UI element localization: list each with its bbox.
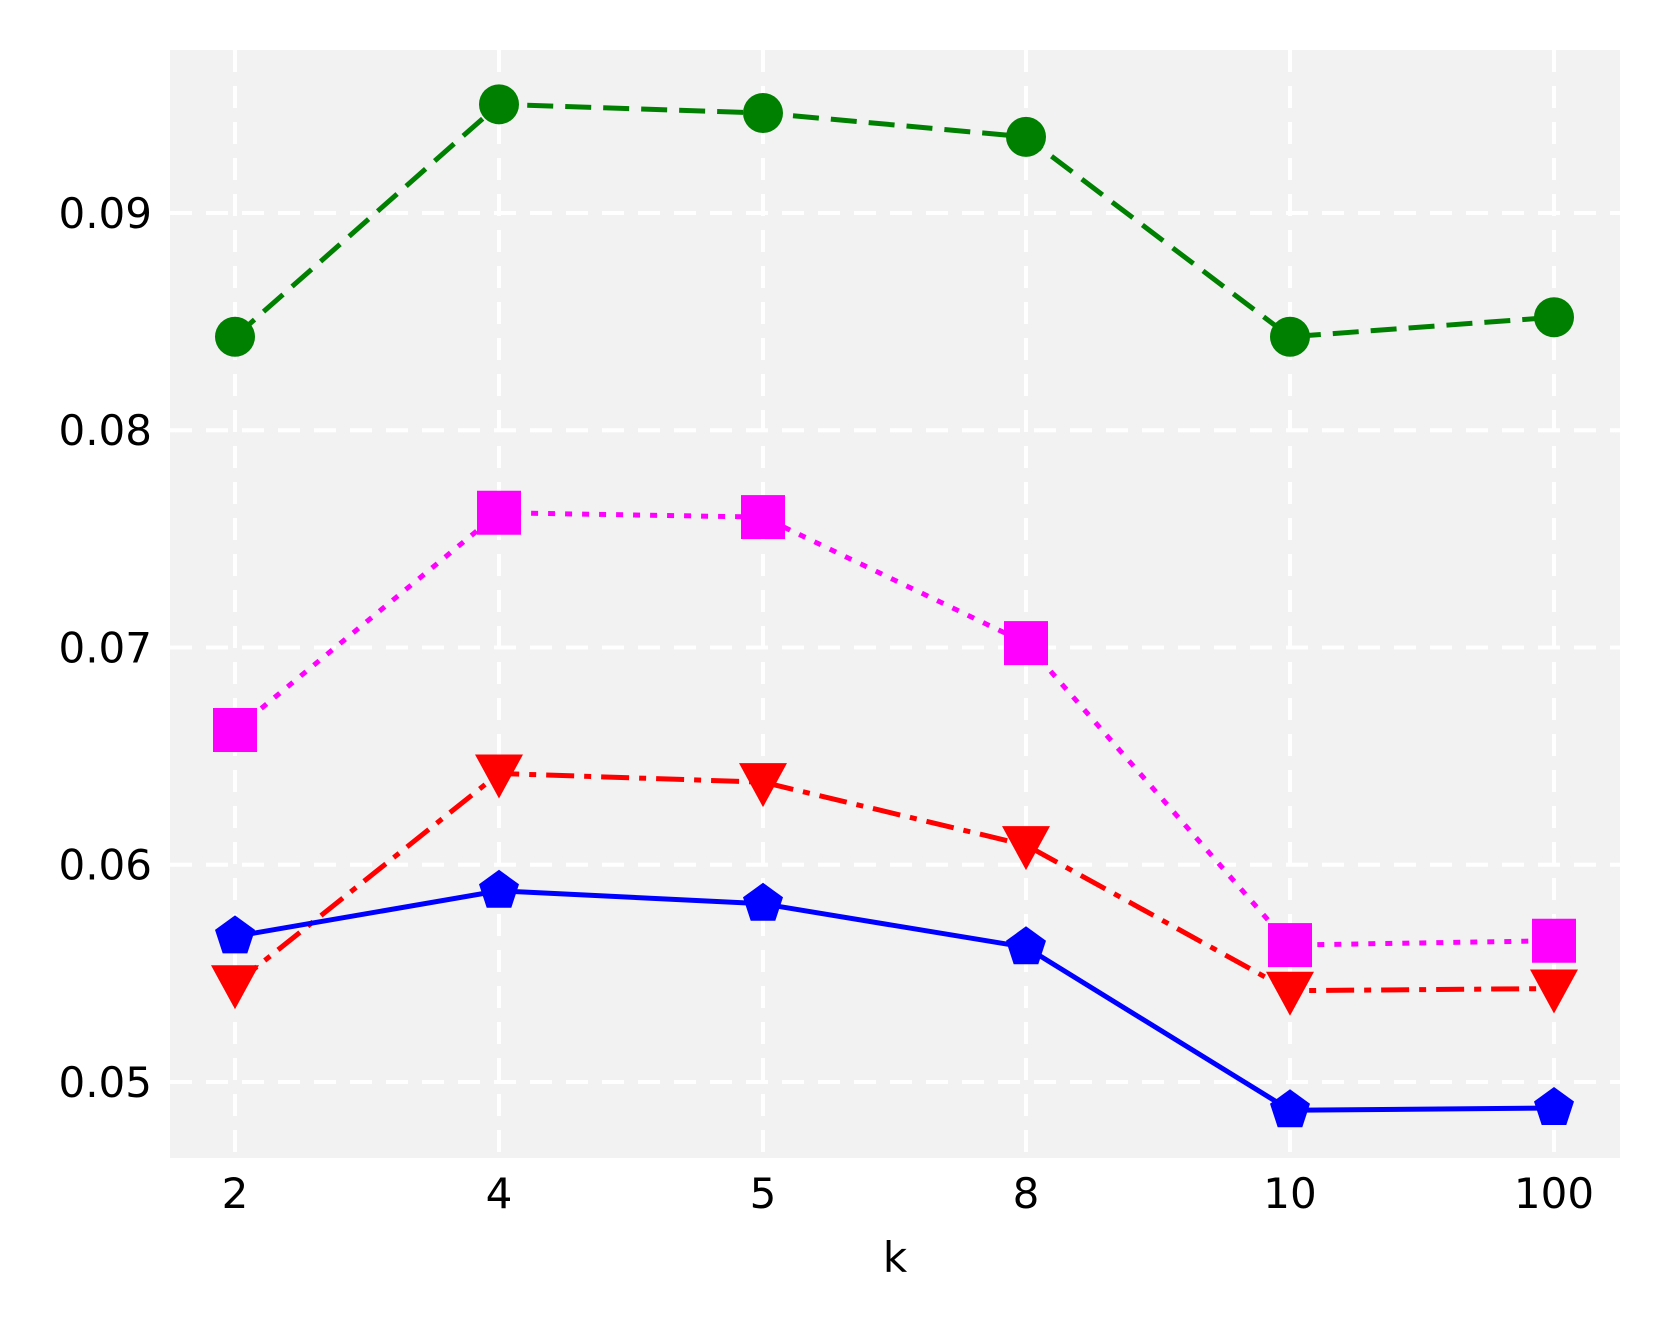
x-tick-label: 5 — [750, 1169, 777, 1218]
data-point — [215, 915, 255, 954]
series-line — [233, 510, 1555, 948]
data-point — [739, 763, 787, 808]
data-point — [1534, 1087, 1574, 1125]
plot-background — [170, 50, 1620, 1158]
y-tick-label: 0.06 — [58, 841, 152, 890]
y-tick-label: 0.09 — [58, 189, 152, 238]
data-point — [1532, 918, 1576, 963]
series — [213, 490, 1576, 968]
tick-labels: 0.05 0.06 0.07 0.08 0.09 2 4 5 8 10 100 — [58, 189, 1594, 1218]
data-point — [1002, 826, 1050, 871]
data-point — [1004, 621, 1048, 666]
y-tick-label: 0.05 — [58, 1058, 152, 1107]
data-point — [1270, 1089, 1310, 1128]
x-tick-label: 8 — [1013, 1169, 1040, 1218]
series — [215, 84, 1574, 357]
data-point — [1006, 116, 1046, 157]
y-tick-label: 0.08 — [58, 406, 152, 455]
data-point — [1266, 971, 1314, 1016]
series-layer — [211, 84, 1578, 1128]
data-point — [479, 84, 519, 125]
data-point — [211, 965, 259, 1010]
data-point — [1530, 969, 1578, 1014]
data-point — [1268, 923, 1312, 968]
data-point — [1006, 926, 1046, 965]
data-point — [1270, 316, 1310, 357]
series-line — [234, 888, 1555, 1113]
data-point — [475, 754, 523, 799]
data-point — [477, 490, 521, 535]
x-tick-label: 4 — [486, 1169, 513, 1218]
series-line — [233, 101, 1555, 340]
data-point — [215, 316, 255, 357]
series-line — [233, 770, 1555, 994]
data-point — [743, 882, 783, 921]
x-tick-label: 2 — [222, 1169, 249, 1218]
x-tick-label: 100 — [1514, 1169, 1594, 1218]
series — [211, 754, 1578, 1016]
x-tick-label: 10 — [1263, 1169, 1316, 1218]
data-point — [213, 708, 257, 753]
data-point — [1534, 297, 1574, 338]
y-tick-label: 0.07 — [58, 623, 152, 672]
grid — [170, 50, 1620, 1158]
data-point — [479, 869, 519, 908]
data-point — [743, 93, 783, 134]
x-axis-label: k — [883, 1233, 908, 1282]
series — [215, 869, 1574, 1128]
data-point — [741, 495, 785, 540]
